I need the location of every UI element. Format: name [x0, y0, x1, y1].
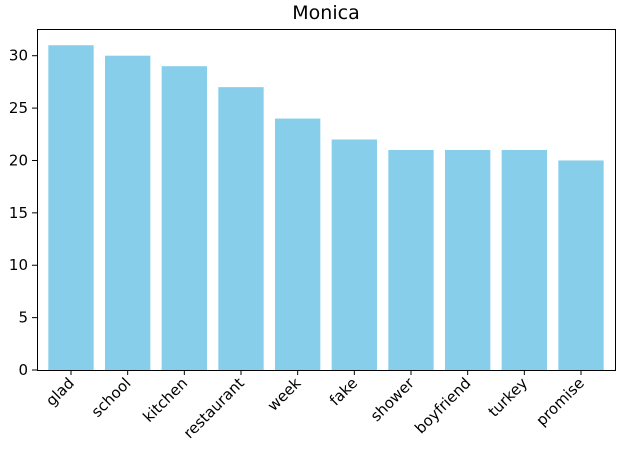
x-tick-label-restaurant: restaurant [180, 374, 248, 442]
y-tick-label: 25 [9, 99, 28, 117]
x-tick-label-school: school [88, 374, 135, 421]
plot-frame [37, 29, 616, 371]
y-tick-label: 15 [9, 204, 28, 222]
bars-layer [48, 45, 604, 371]
x-tick-label-kitchen: kitchen [139, 374, 191, 426]
x-tick-label-boyfriend: boyfriend [411, 374, 474, 437]
y-tick-label: 30 [9, 47, 28, 65]
bar-week [275, 118, 321, 370]
y-tick-label: 5 [18, 309, 28, 327]
x-tick-label-fake: fake [326, 374, 361, 409]
chart-title: Monica [292, 2, 359, 24]
bar-boyfriend [445, 150, 491, 370]
bar-restaurant [218, 87, 264, 370]
x-tick-label-promise: promise [532, 374, 587, 429]
bar-school [105, 55, 151, 371]
x-tick-label-glad: glad [42, 374, 78, 410]
x-tick-label-week: week [264, 374, 305, 415]
x-tick-label-shower: shower [367, 374, 419, 426]
y-tick-label: 10 [9, 256, 28, 274]
bar-kitchen [161, 66, 207, 370]
y-axis: 0 5 10 15 20 25 30 [9, 47, 37, 379]
bar-turkey [501, 150, 547, 370]
bar-glad [48, 45, 94, 371]
y-tick-label: 0 [18, 361, 28, 379]
y-tick-label: 20 [9, 151, 28, 169]
bar-shower [388, 150, 434, 370]
bar-promise [558, 160, 604, 370]
x-tick-label-turkey: turkey [485, 374, 532, 421]
bar-fake [331, 139, 377, 370]
